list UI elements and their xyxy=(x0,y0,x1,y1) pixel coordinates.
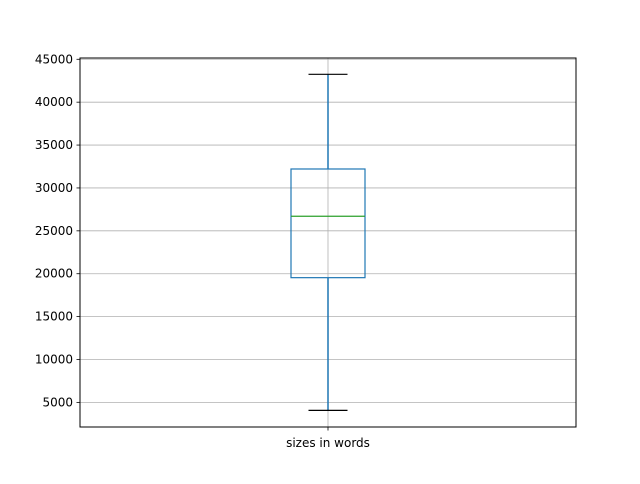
y-tick-label: 20000 xyxy=(35,267,73,281)
y-tick-label: 5000 xyxy=(42,395,73,409)
y-tick-label: 40000 xyxy=(35,95,73,109)
y-tick-label: 25000 xyxy=(35,224,73,238)
y-axis: 5000 10000 15000 20000 25000 30000 35000 40000 4… xyxy=(35,52,80,409)
box-iqr xyxy=(290,168,366,279)
plot-frame xyxy=(79,57,577,428)
box-group xyxy=(290,73,366,411)
y-tick-label: 30000 xyxy=(35,181,73,195)
y-tick-label: 10000 xyxy=(35,352,73,366)
y-tick-label: 35000 xyxy=(35,138,73,152)
x-axis: sizes in words xyxy=(286,427,370,450)
y-tick-label: 15000 xyxy=(35,310,73,324)
boxes xyxy=(290,73,366,411)
y-tick-label: 45000 xyxy=(35,52,73,66)
x-tick-label: sizes in words xyxy=(286,436,370,450)
